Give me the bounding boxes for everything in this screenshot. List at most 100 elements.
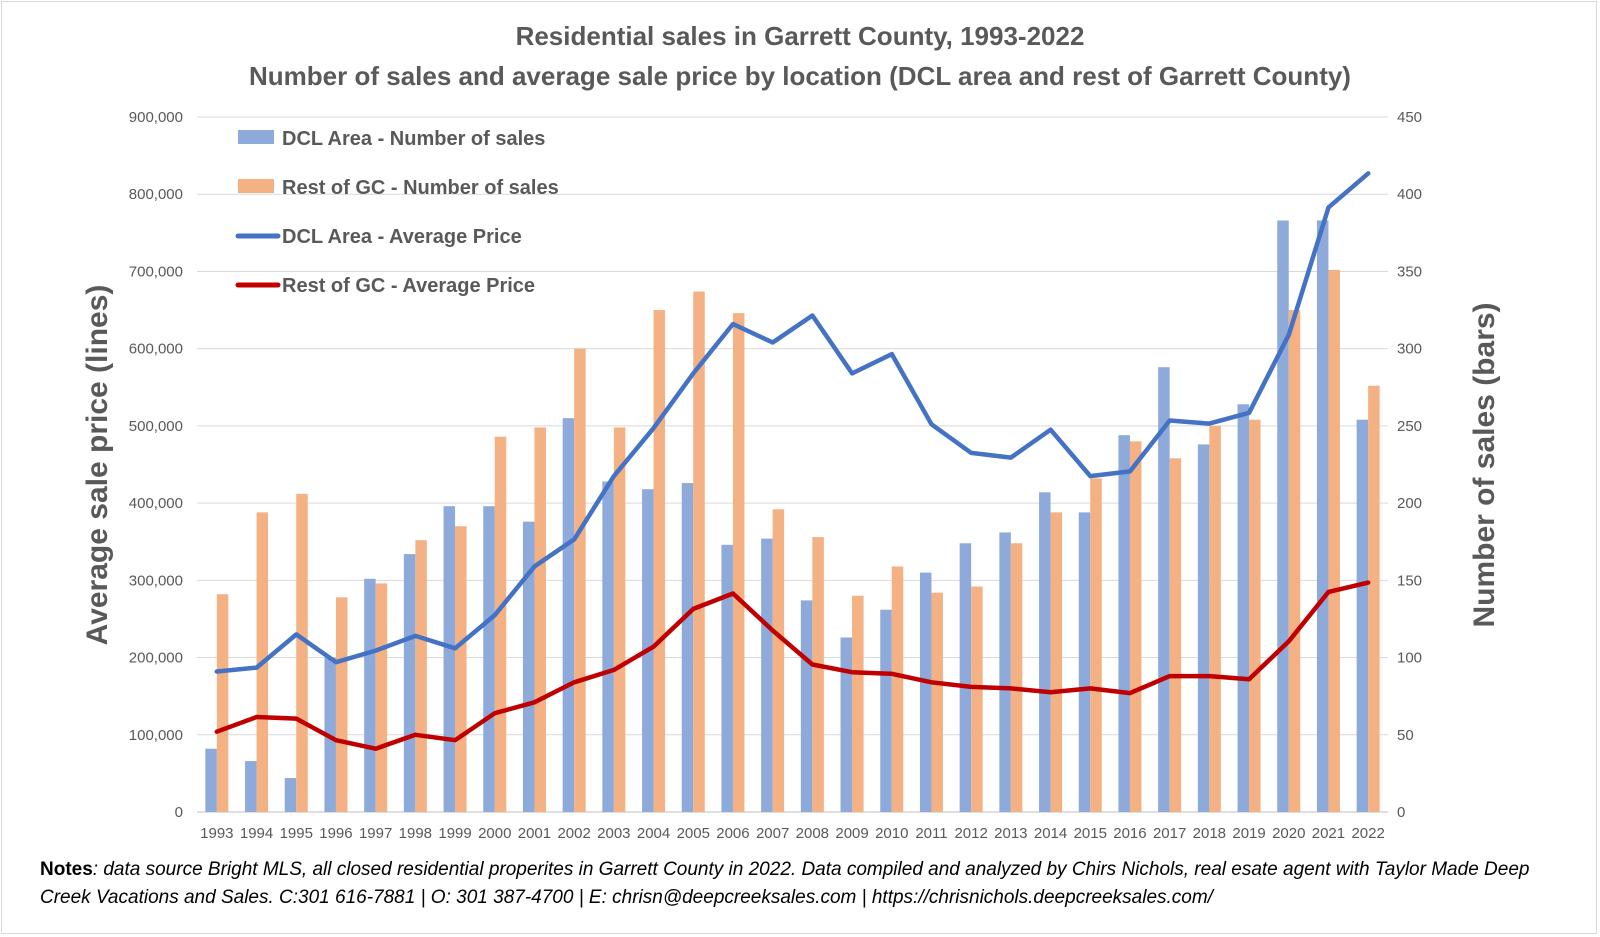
bar-dcl-sales: [443, 506, 456, 812]
x-tick-label: 2021: [1312, 825, 1345, 842]
right-tick-label: 0: [1397, 804, 1405, 821]
bar-gc-sales: [1368, 385, 1380, 812]
bar-gc-sales: [1129, 441, 1142, 812]
left-tick-label: 600,000: [129, 341, 183, 358]
bar-dcl-sales: [562, 418, 575, 812]
bar-dcl-sales: [522, 521, 535, 812]
right-tick-label: 50: [1397, 727, 1414, 744]
bar-gc-sales: [1328, 269, 1340, 812]
right-tick-label: 350: [1397, 263, 1422, 280]
x-tick-label: 2013: [994, 825, 1027, 842]
bar-dcl-sales: [1039, 492, 1051, 812]
bar-gc-sales: [1010, 543, 1023, 812]
left-tick-label: 0: [175, 804, 183, 821]
right-tick-label: 100: [1397, 650, 1422, 667]
bar-gc-sales: [455, 526, 467, 812]
x-tick-label: 2009: [835, 825, 868, 842]
right-tick-label: 200: [1397, 495, 1422, 512]
x-tick-label: 2005: [677, 825, 710, 842]
bar-gc-sales: [574, 348, 586, 812]
right-tick-label: 300: [1397, 341, 1422, 358]
left-tick-label: 500,000: [129, 418, 183, 435]
bar-dcl-sales: [245, 761, 257, 812]
bar-dcl-sales: [403, 554, 416, 812]
x-tick-label: 2018: [1193, 825, 1226, 842]
left-axis-ticks: 0 100,000 200,000 300,000 400,000 500,000 600,…: [129, 109, 183, 821]
bar-series-group: [205, 220, 1380, 812]
x-tick-label: 2012: [954, 825, 987, 842]
bar-dcl-sales: [721, 544, 733, 812]
left-tick-label: 800,000: [129, 186, 183, 203]
x-tick-label: 2007: [756, 825, 789, 842]
x-tick-label: 2015: [1074, 825, 1107, 842]
bar-gc-sales: [852, 595, 864, 812]
x-tick-label: 2008: [796, 825, 829, 842]
x-tick-label: 1993: [200, 825, 233, 842]
bar-gc-sales: [494, 436, 507, 812]
bar-gc-sales: [375, 583, 388, 812]
bar-gc-sales: [335, 597, 348, 812]
left-tick-label: 100,000: [129, 727, 183, 744]
bar-dcl-sales: [284, 778, 297, 812]
line-dcl-price: [214, 171, 1371, 674]
bar-dcl-sales: [959, 543, 972, 812]
bar-dcl-sales: [880, 609, 892, 812]
x-tick-label: 2002: [557, 825, 590, 842]
x-tick-label: 2000: [478, 825, 511, 842]
legend-label-dcl-sales: DCL Area - Number of sales: [282, 128, 545, 150]
bar-gc-sales: [216, 594, 229, 812]
bar-gc-sales: [772, 509, 785, 812]
bar-gc-sales: [1090, 478, 1102, 812]
bar-dcl-sales: [681, 483, 694, 812]
left-tick-label: 200,000: [129, 650, 183, 667]
bar-gc-sales: [931, 592, 943, 812]
chart-title: Residential sales in Garrett County, 199…: [516, 21, 1085, 51]
x-tick-label: 1997: [359, 825, 392, 842]
x-tick-label: 2011: [915, 825, 947, 842]
x-tick-label: 1998: [399, 825, 432, 842]
x-tick-label: 2001: [518, 825, 551, 842]
bar-dcl-sales: [1356, 419, 1369, 812]
bar-dcl-sales: [1197, 444, 1210, 812]
bar-gc-sales: [891, 566, 904, 812]
right-tick-label: 400: [1397, 186, 1422, 203]
bar-gc-sales: [415, 540, 427, 812]
bar-dcl-sales: [800, 600, 813, 812]
bar-gc-sales: [653, 310, 666, 812]
bar-dcl-sales: [1078, 512, 1091, 812]
bar-gc-sales: [812, 537, 824, 812]
left-tick-label: 300,000: [129, 572, 183, 589]
x-tick-label: 2004: [637, 825, 670, 842]
x-tick-label: 1994: [240, 825, 273, 842]
bar-gc-sales: [971, 586, 983, 812]
notes-label: Notes: [40, 859, 93, 880]
x-tick-label: 1995: [280, 825, 313, 842]
bar-dcl-sales: [1118, 435, 1130, 812]
x-tick-label: 2010: [875, 825, 908, 842]
left-axis-title: Average sale price (lines): [81, 285, 114, 646]
bar-gc-sales: [1288, 310, 1301, 812]
right-tick-label: 250: [1397, 418, 1422, 435]
bar-dcl-sales: [1158, 367, 1170, 812]
bar-gc-sales: [1209, 425, 1221, 812]
left-tick-label: 400,000: [129, 495, 183, 512]
bar-gc-sales: [296, 493, 308, 812]
bar-dcl-sales: [1277, 220, 1289, 812]
bar-dcl-sales: [483, 506, 495, 812]
chart: Residential sales in Garrett County, 199…: [81, 21, 1501, 842]
x-tick-label: 2016: [1113, 825, 1146, 842]
bar-gc-sales: [693, 291, 705, 812]
chart-subtitle: Number of sales and average sale price b…: [249, 61, 1351, 91]
right-tick-label: 450: [1397, 109, 1422, 126]
x-tick-label: 2003: [597, 825, 630, 842]
legend-label-gc-sales: Rest of GC - Number of sales: [282, 177, 559, 199]
x-axis-ticks: 1993 1994 1995 1996 1997 1998 1999 2000 2001 2002…: [200, 825, 1385, 842]
right-axis-title: Number of sales (bars): [1468, 302, 1501, 627]
bar-dcl-sales: [602, 481, 614, 812]
x-tick-label: 2022: [1351, 825, 1384, 842]
x-tick-label: 2017: [1153, 825, 1186, 842]
bar-dcl-sales: [999, 532, 1011, 812]
right-tick-label: 150: [1397, 572, 1422, 589]
x-tick-label: 2020: [1272, 825, 1305, 842]
x-tick-label: 2019: [1232, 825, 1265, 842]
